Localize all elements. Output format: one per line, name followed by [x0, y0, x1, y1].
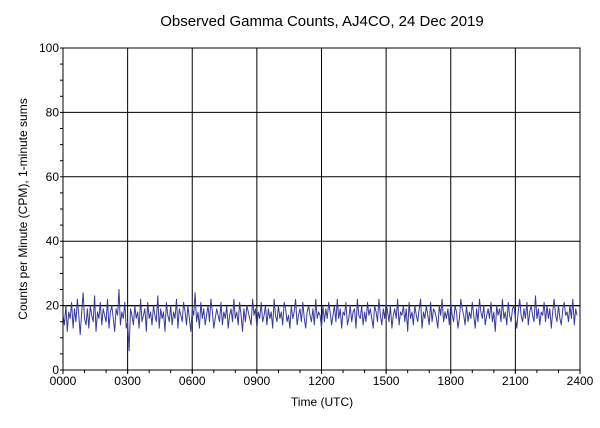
- y-tick-label-60: 60: [46, 170, 60, 184]
- x-axis-label: Time (UTC): [291, 395, 353, 409]
- y-axis: 0 20 40 60 80 100: [39, 41, 63, 377]
- y-tick-label-0: 0: [52, 363, 59, 377]
- x-tick-label-0600: 0600: [179, 374, 206, 388]
- x-tick-label-0900: 0900: [244, 374, 271, 388]
- series-line-0: [62, 289, 578, 352]
- y-tick-label-20: 20: [46, 299, 60, 313]
- x-axis: 0000 0300 0600 0900 1200 1500 1800 2100 2400: [50, 370, 594, 388]
- x-tick-label-0300: 0300: [114, 374, 141, 388]
- chart-title: Observed Gamma Counts, AJ4CO, 24 Dec 201…: [160, 13, 484, 30]
- y-tick-label-100: 100: [39, 41, 59, 55]
- x-tick-label-1800: 1800: [437, 374, 464, 388]
- y-axis-label: Counts per Minute (CPM), 1-minute sums: [16, 98, 30, 319]
- x-tick-label-2100: 2100: [502, 374, 529, 388]
- x-tick-label-2400: 2400: [567, 374, 594, 388]
- x-tick-label-0000: 0000: [50, 374, 77, 388]
- x-tick-label-1200: 1200: [308, 374, 335, 388]
- y-tick-label-80: 80: [46, 105, 60, 119]
- y-tick-label-40: 40: [46, 234, 60, 248]
- series-layer: [62, 289, 578, 352]
- x-tick-label-1500: 1500: [373, 374, 400, 388]
